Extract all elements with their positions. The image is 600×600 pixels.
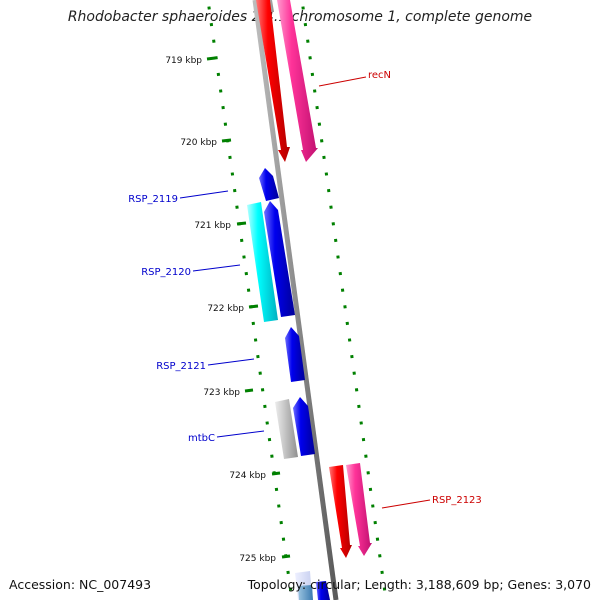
tick-label-721: 721 kbp (194, 221, 231, 231)
gene-labels: recN RSP_2119 RSP_2120 RSP_2121 mtbC RSP… (128, 70, 482, 509)
feature-RSP_2123-gene (346, 463, 372, 556)
tick-label-723: 723 kbp (203, 388, 240, 398)
label-recN[interactable]: recN (368, 70, 391, 81)
callout-mtbC (216, 430, 265, 438)
tick-ring-outer (301, 6, 387, 591)
tick-mark-719 (206, 56, 216, 61)
tick-mark-725 (281, 554, 291, 559)
tick-mark-720 (221, 138, 232, 143)
accession-text: Accession: NC_007493 (9, 577, 152, 592)
feature-RSP_2123-cds (329, 465, 352, 558)
tick-mark-721 (236, 221, 247, 226)
label-RSP_2123[interactable]: RSP_2123 (432, 495, 482, 506)
tick-mark-723 (244, 388, 254, 393)
callout-RSP_2121 (207, 358, 255, 366)
label-RSP_2120[interactable]: RSP_2120 (141, 267, 191, 278)
label-RSP_2121[interactable]: RSP_2121 (156, 361, 206, 372)
feature-recN-cds (256, 0, 290, 162)
callout-recN (318, 76, 367, 87)
feature-bottom-steel (298, 585, 313, 600)
label-RSP_2119[interactable]: RSP_2119 (128, 194, 178, 205)
callout-RSP_2123 (381, 499, 431, 509)
features (247, 0, 372, 600)
feature-bottom-blue (316, 581, 330, 600)
tick-label-720: 720 kbp (180, 138, 217, 148)
tick-label-719: 719 kbp (165, 56, 202, 66)
tick-label-725: 725 kbp (239, 554, 276, 564)
feature-mtbC-gray (275, 399, 298, 459)
feature-recN-gene (277, 0, 318, 162)
tick-mark-724 (271, 471, 281, 476)
genome-summary-text: Topology: circular; Length: 3,188,609 bp… (247, 577, 591, 592)
feature-mtbC-cds (293, 397, 315, 456)
chromosome-backbone (252, 0, 339, 600)
tick-mark-722 (248, 304, 259, 309)
genome-title: Rhodobacter sphaeroides 2.4.1 chromosome… (67, 9, 533, 25)
label-mtbC[interactable]: mtbC (188, 433, 215, 444)
callout-RSP_2119 (179, 190, 229, 199)
feature-RSP_2121 (285, 327, 305, 382)
feature-RSP_2120-cds (264, 201, 295, 317)
scale-ticks: 719 kbp 720 kbp 721 kbp 722 kbp 723 kbp … (165, 56, 291, 564)
feature-RSP_2119 (259, 168, 279, 201)
tick-label-724: 724 kbp (229, 471, 266, 481)
feature-RSP_2120-gene (247, 202, 278, 322)
callout-RSP_2120 (192, 264, 241, 272)
tick-label-722: 722 kbp (207, 304, 244, 314)
